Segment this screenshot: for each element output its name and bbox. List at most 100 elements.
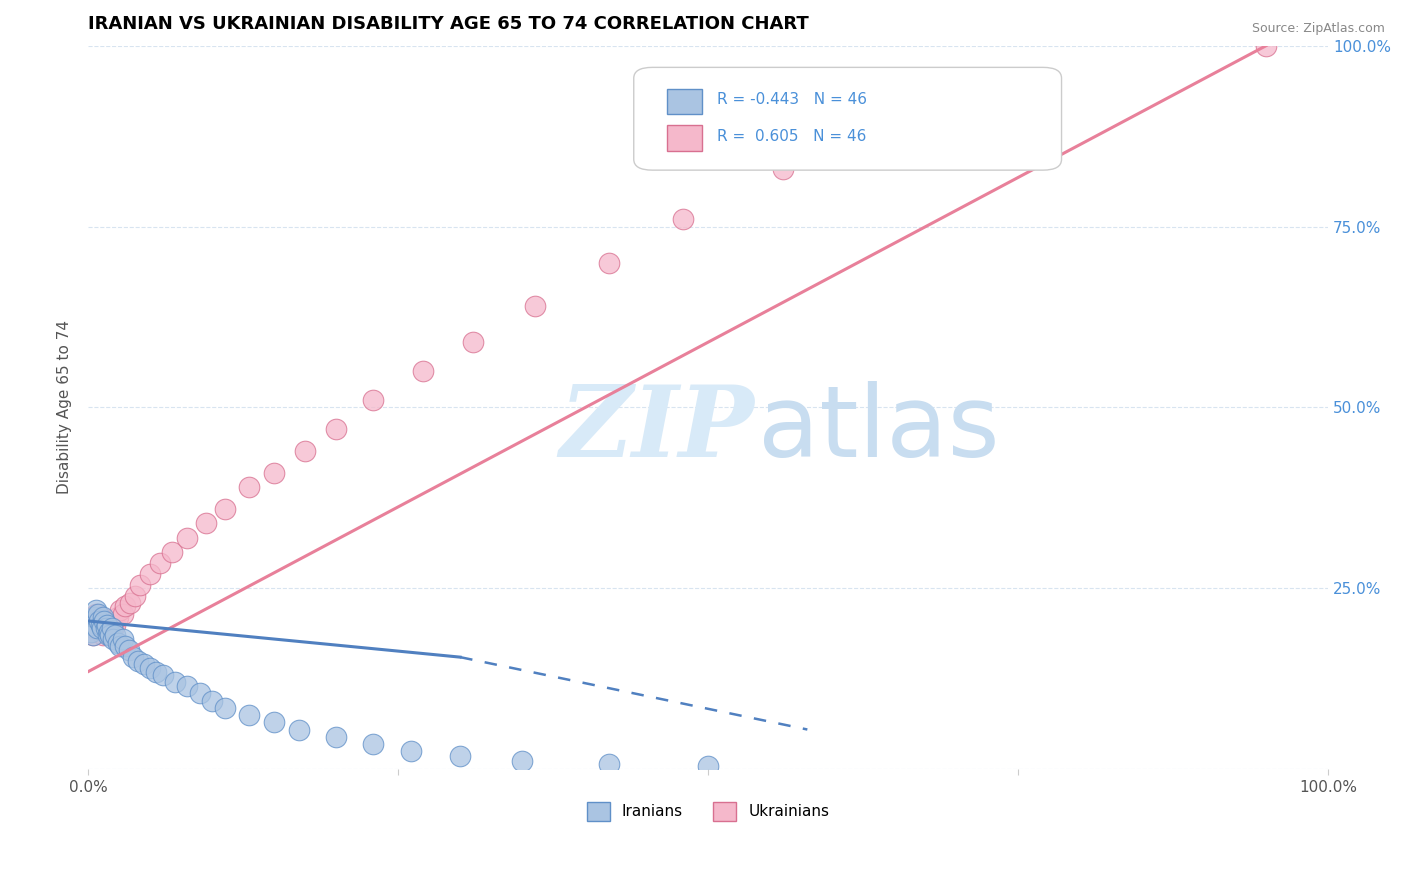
Point <box>263 466 285 480</box>
Point <box>110 640 132 654</box>
Point <box>263 715 285 730</box>
Point <box>449 749 471 764</box>
Point <box>90 617 112 632</box>
Point <box>90 621 112 635</box>
Point <box>80 617 103 632</box>
Point <box>772 161 794 176</box>
FancyBboxPatch shape <box>668 89 702 114</box>
Text: R =  0.605   N = 46: R = 0.605 N = 46 <box>717 128 866 144</box>
Point <box>294 443 316 458</box>
Point <box>214 700 236 714</box>
Point <box>363 393 385 408</box>
Point <box>510 754 533 768</box>
Point <box>100 621 122 635</box>
Point <box>145 665 167 679</box>
Point <box>325 730 347 744</box>
Point <box>194 516 217 531</box>
Point <box>104 628 127 642</box>
Point <box>132 657 155 672</box>
Point <box>100 628 122 642</box>
Point <box>114 640 136 654</box>
Point <box>93 621 115 635</box>
Point <box>149 556 172 570</box>
Text: ZIP: ZIP <box>560 381 755 477</box>
Point <box>188 686 211 700</box>
Point <box>101 621 124 635</box>
Point <box>100 617 122 632</box>
Point <box>238 708 260 723</box>
Point <box>399 744 422 758</box>
Legend: Iranians, Ukrainians: Iranians, Ukrainians <box>581 796 835 827</box>
Text: atlas: atlas <box>758 381 1000 478</box>
Text: IRANIAN VS UKRAINIAN DISABILITY AGE 65 TO 74 CORRELATION CHART: IRANIAN VS UKRAINIAN DISABILITY AGE 65 T… <box>89 15 808 33</box>
FancyBboxPatch shape <box>668 125 702 151</box>
Point <box>107 610 129 624</box>
Point <box>598 756 620 771</box>
Point <box>94 621 117 635</box>
Point <box>84 603 107 617</box>
Point <box>104 617 127 632</box>
Point <box>176 531 198 545</box>
Point <box>91 628 114 642</box>
Point <box>118 643 141 657</box>
Point <box>945 111 967 125</box>
Point <box>162 545 184 559</box>
Point <box>111 632 134 646</box>
Point <box>89 614 111 628</box>
Point <box>152 668 174 682</box>
Point <box>97 617 120 632</box>
FancyBboxPatch shape <box>634 68 1062 170</box>
Point <box>110 603 132 617</box>
Point <box>697 759 720 773</box>
Point <box>79 624 101 639</box>
Point <box>90 617 112 632</box>
Point <box>93 614 115 628</box>
Point <box>238 480 260 494</box>
Point <box>139 661 162 675</box>
Point <box>89 621 111 635</box>
Text: Source: ZipAtlas.com: Source: ZipAtlas.com <box>1251 22 1385 36</box>
Point <box>82 628 104 642</box>
Point <box>94 614 117 628</box>
Point <box>124 589 146 603</box>
Point <box>111 607 134 621</box>
Point <box>672 212 695 227</box>
Point <box>214 501 236 516</box>
Text: R = -0.443   N = 46: R = -0.443 N = 46 <box>717 93 868 107</box>
Point <box>90 610 112 624</box>
Point <box>80 617 103 632</box>
Point <box>121 650 143 665</box>
Point <box>87 617 110 632</box>
Point <box>82 628 104 642</box>
Point <box>176 679 198 693</box>
Point <box>325 422 347 436</box>
Point <box>120 596 142 610</box>
Point <box>129 578 152 592</box>
Point <box>79 624 101 639</box>
Point <box>163 675 186 690</box>
Point <box>83 610 105 624</box>
Point <box>461 335 484 350</box>
Y-axis label: Disability Age 65 to 74: Disability Age 65 to 74 <box>58 320 72 494</box>
Point <box>101 632 124 646</box>
Point <box>127 654 149 668</box>
Point <box>97 628 120 642</box>
Point <box>1256 38 1278 53</box>
Point <box>412 364 434 378</box>
Point <box>91 610 114 624</box>
Point <box>96 624 118 639</box>
Point <box>201 693 224 707</box>
Point <box>96 617 118 632</box>
Point <box>83 621 105 635</box>
Point <box>288 723 311 737</box>
Point <box>84 607 107 621</box>
Point <box>100 628 122 642</box>
Point <box>363 737 385 751</box>
Point <box>86 621 108 635</box>
Point <box>86 614 108 628</box>
Point <box>114 599 136 614</box>
Point <box>107 635 129 649</box>
Point <box>98 624 121 639</box>
Point <box>87 607 110 621</box>
Point <box>139 566 162 581</box>
